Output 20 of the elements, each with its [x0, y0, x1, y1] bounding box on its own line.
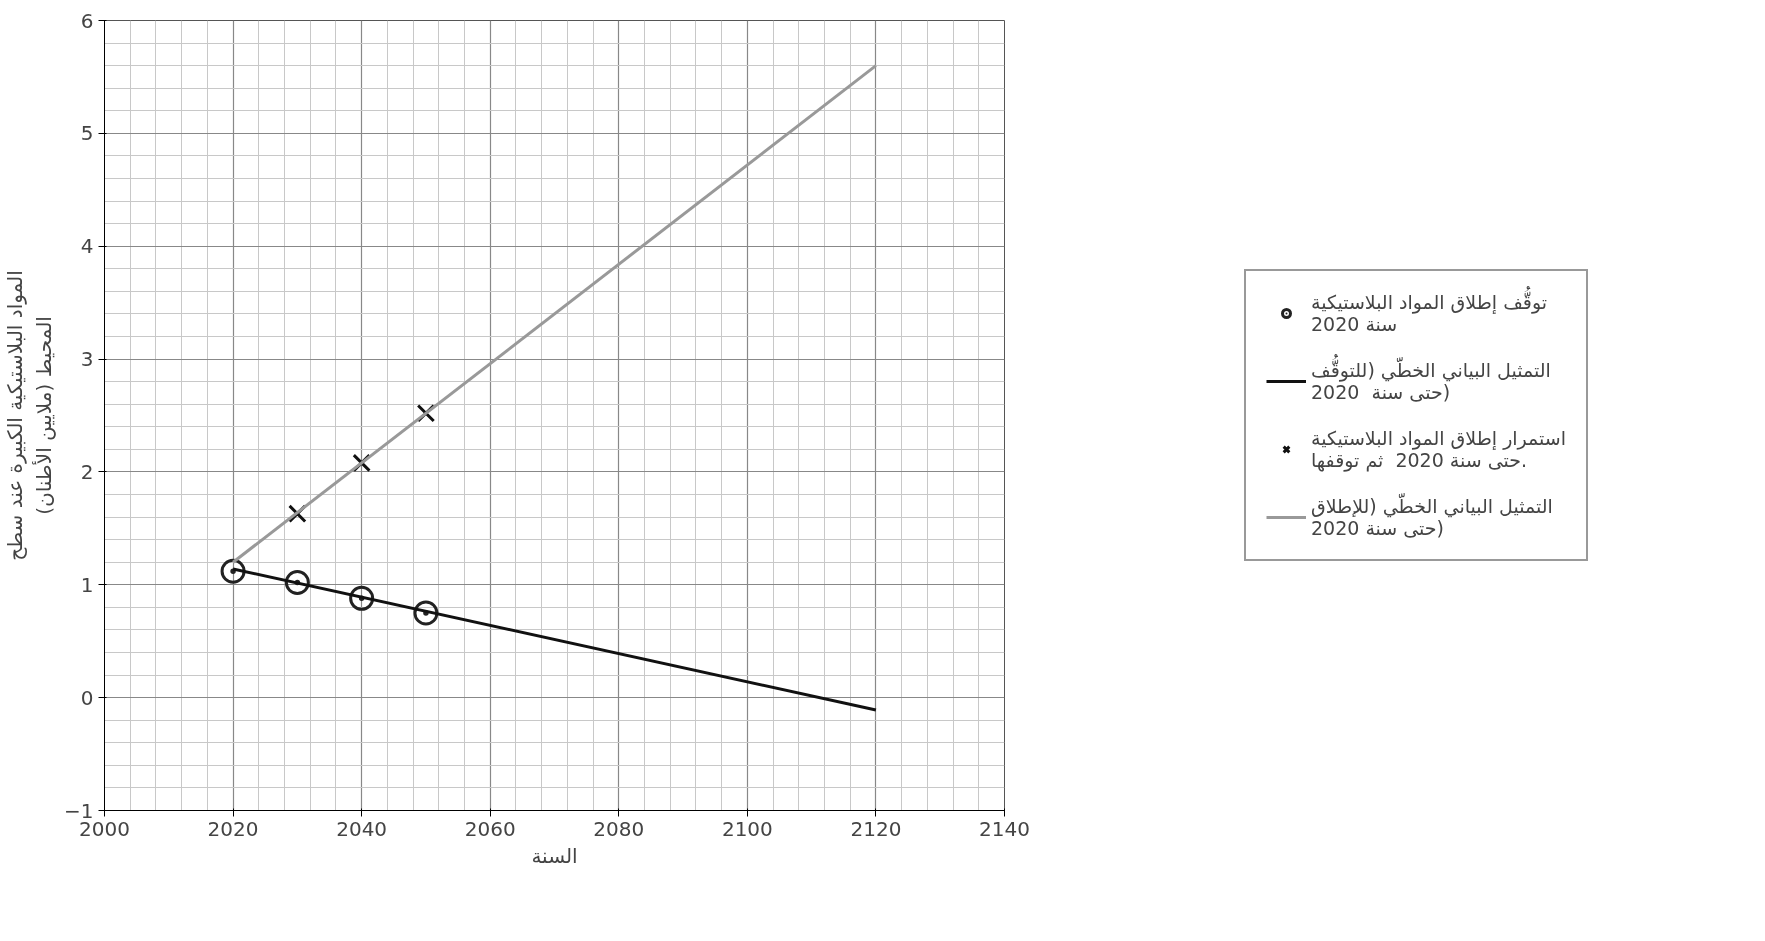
x-tick-label: 2120 — [850, 816, 902, 841]
point — [284, 570, 310, 596]
x-tick-label: 2040 — [336, 816, 388, 841]
y-tick-label: 6 — [80, 8, 94, 33]
y-tick-label: 3 — [80, 347, 94, 372]
y-tick-label: 4 — [80, 234, 94, 259]
x-tick-label: 2020 — [207, 816, 259, 841]
x-tick-label: 2080 — [593, 816, 645, 841]
x-tick-label: 2060 — [464, 816, 516, 841]
x-tick-label: 2100 — [721, 816, 773, 841]
y-tick-label: 0 — [80, 685, 94, 710]
x-axis-title: السنة — [531, 843, 578, 868]
y-tick-label: 5 — [80, 121, 94, 146]
y-tick-label: 1 — [80, 572, 94, 597]
legend-label: استمرار إطلاق المواد البلاستيكية حتى سنة 2020 ثم توقفها. — [1311, 427, 1566, 471]
y-tick-label: −1 — [64, 798, 94, 823]
x-tick-label: 2140 — [979, 816, 1030, 841]
y-axis-title: المواد البلاستيكية الكبيرة عند سطح المحيط (ملايين الأطنان) — [3, 270, 57, 561]
y-tick-label: 2 — [80, 459, 94, 484]
legend-label: التمثيل البياني الخطّي (للإطلاق حتى سنة 2020) — [1311, 495, 1553, 539]
